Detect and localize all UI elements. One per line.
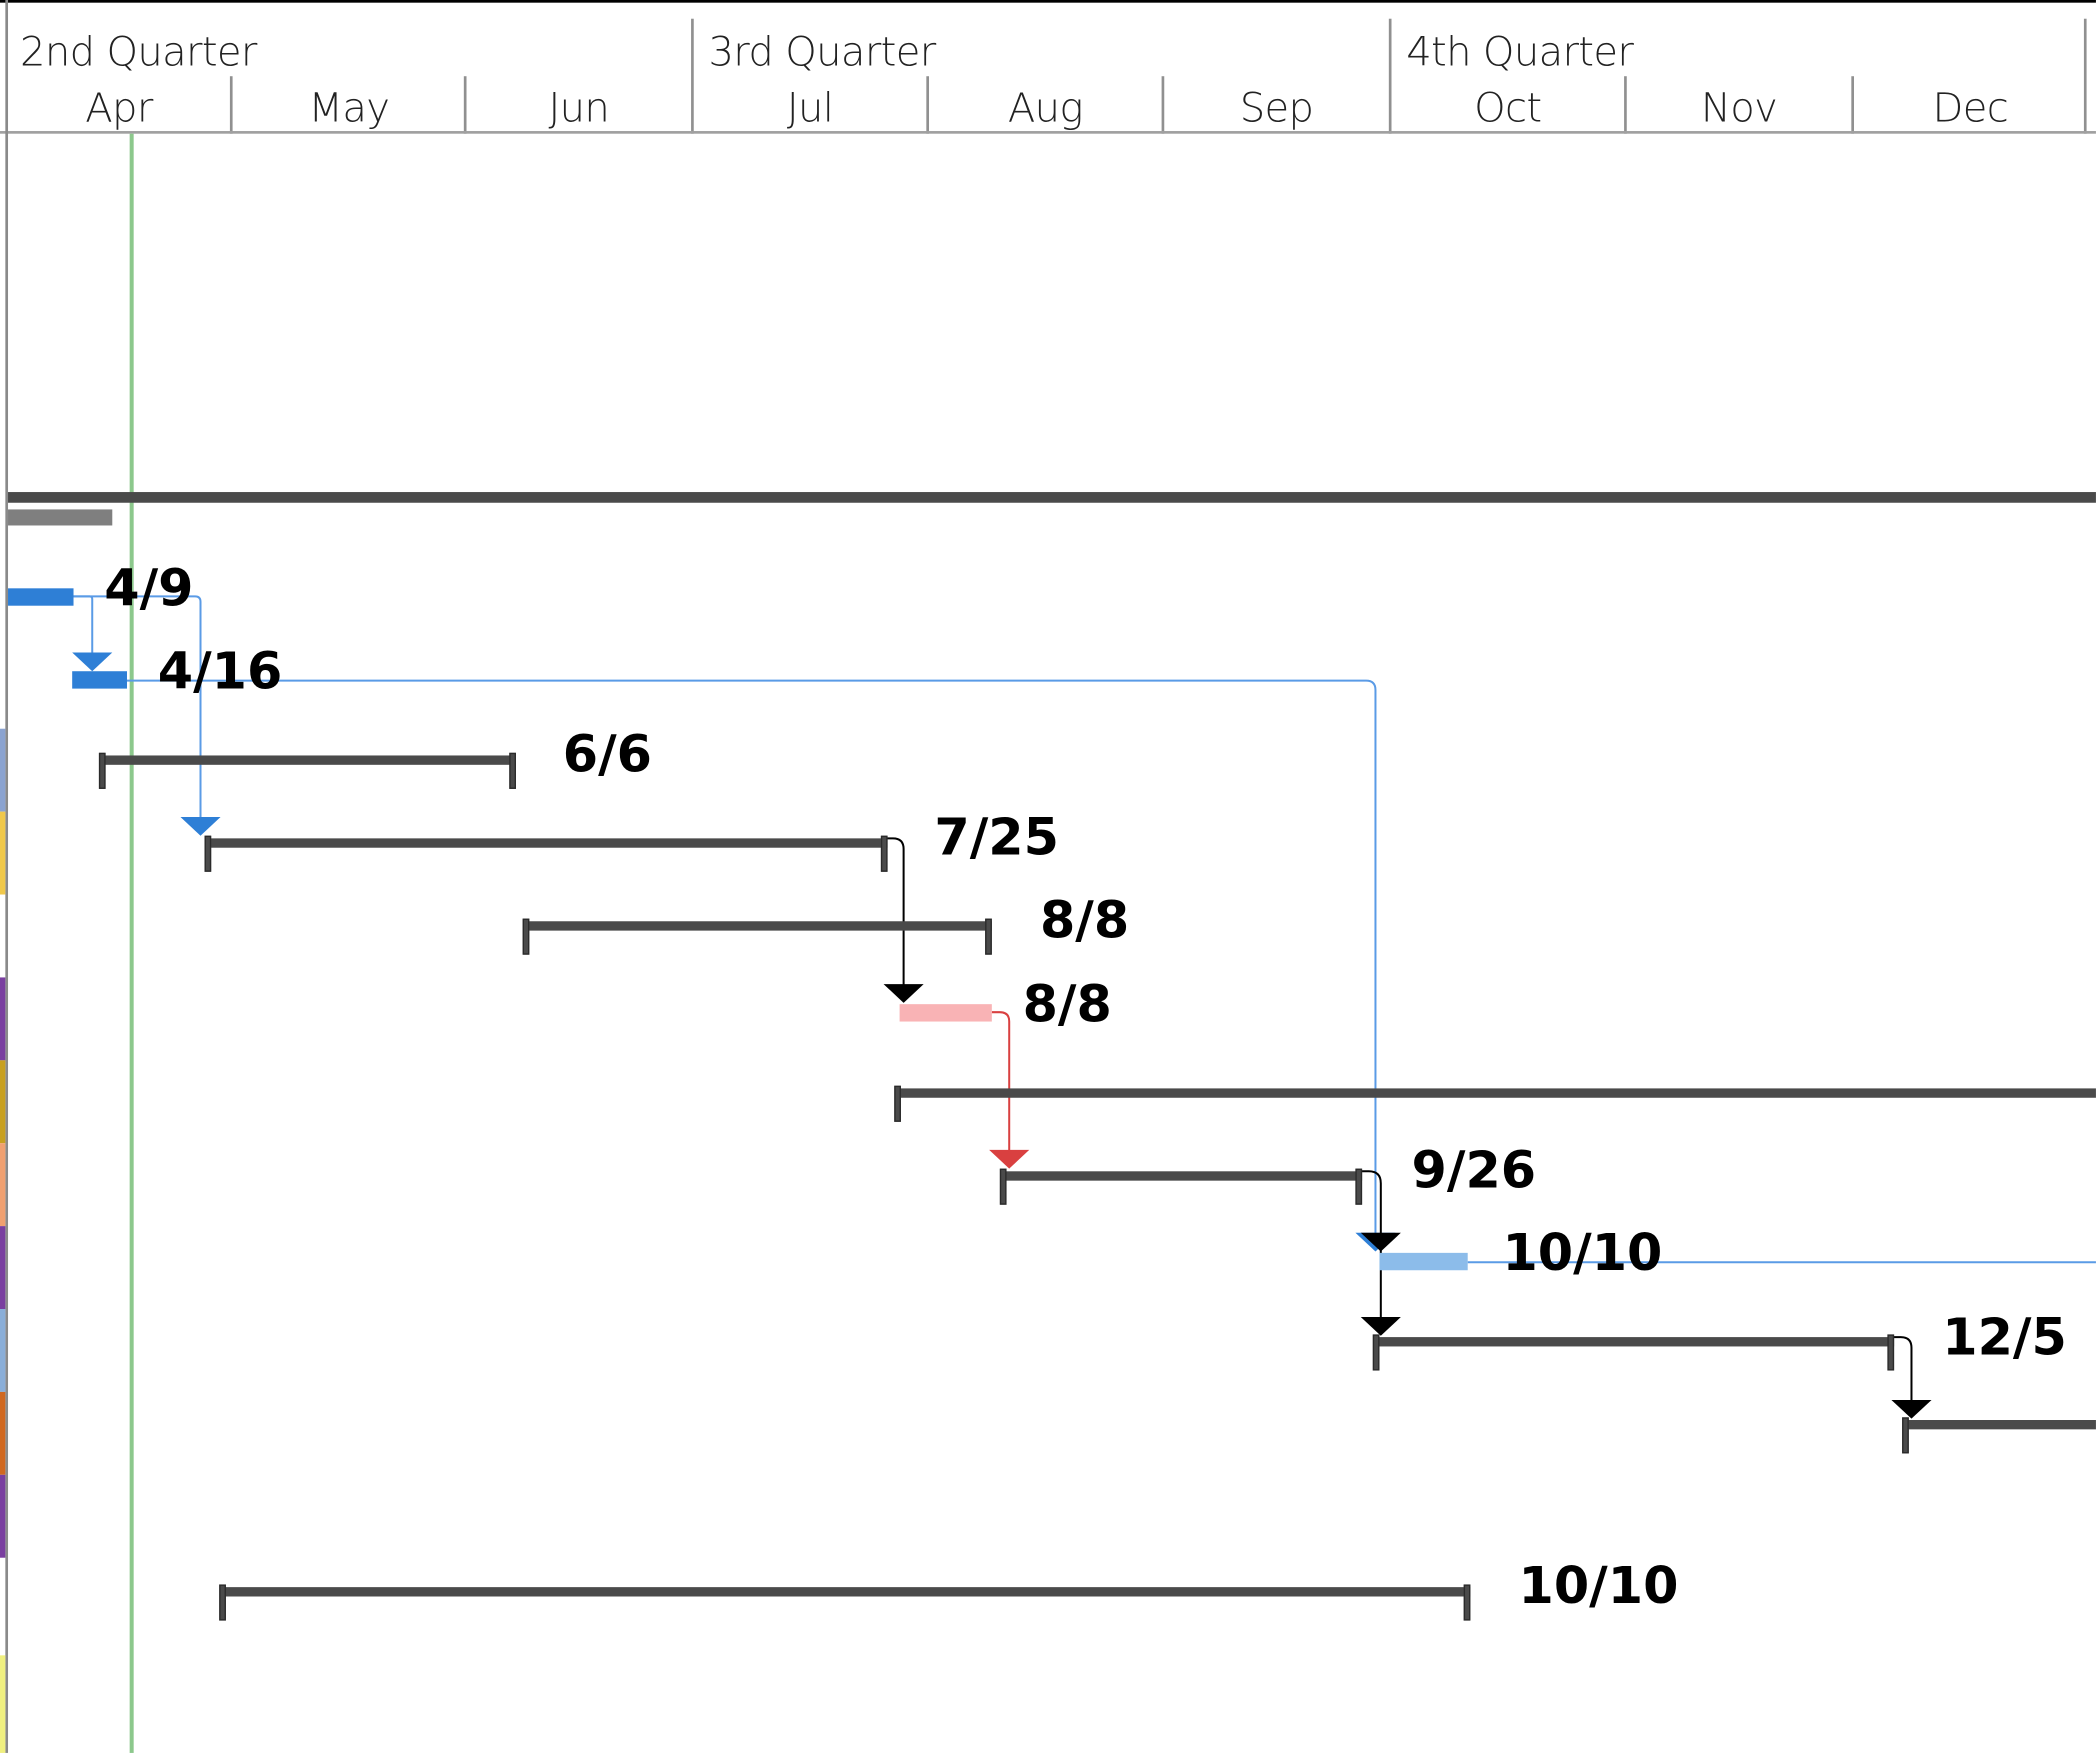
- dependency-link[interactable]: [73, 595, 94, 661]
- progress-bar[interactable]: [8, 509, 113, 526]
- critical-task-bar[interactable]: [899, 1004, 992, 1022]
- row-color-strip: [0, 1391, 6, 1475]
- dependency-link[interactable]: [884, 837, 905, 993]
- summary-start-cap: [894, 1085, 901, 1122]
- header-top-border: [0, 0, 2096, 3]
- row-color-strip: [0, 811, 6, 895]
- month-label-nov: Nov: [1700, 85, 1778, 133]
- dependency-link[interactable]: [1359, 1170, 1382, 1327]
- month-label-apr: Apr: [85, 85, 153, 133]
- dependency-link[interactable]: [126, 679, 1377, 1247]
- month-label-aug: Aug: [1007, 85, 1084, 133]
- month-label-oct: Oct: [1474, 85, 1542, 133]
- month-divider: [1161, 76, 1165, 134]
- finish-date-label: 10/10: [1502, 1223, 1663, 1283]
- summary-start-cap: [98, 752, 106, 789]
- summary-bar[interactable]: [220, 1587, 1471, 1597]
- summary-bar[interactable]: [1001, 1171, 1363, 1181]
- current-date-line: [129, 133, 134, 1753]
- month-label-jul: Jul: [786, 85, 834, 133]
- finish-date-label: 8/8: [1022, 974, 1112, 1034]
- task-bar[interactable]: [72, 671, 127, 689]
- summary-bar[interactable]: [1374, 1337, 1895, 1347]
- month-label-jun: Jun: [548, 85, 610, 133]
- summary-bar[interactable]: [205, 838, 888, 848]
- summary-end-cap: [1355, 1168, 1363, 1205]
- quarter-label-q2: 2nd Quarter: [20, 29, 257, 77]
- dependency-link[interactable]: [73, 595, 202, 827]
- finish-date-label: 10/10: [1518, 1556, 1679, 1616]
- finish-date-label: 12/5: [1942, 1307, 2067, 1367]
- summary-start-cap: [219, 1584, 226, 1621]
- arrowhead-icon: [989, 1149, 1030, 1169]
- task-bar[interactable]: [8, 588, 74, 606]
- arrowhead-icon: [1360, 1232, 1401, 1252]
- quarter-divider: [1388, 18, 1392, 134]
- task-bar[interactable]: [1379, 1252, 1468, 1271]
- month-label-may: May: [308, 85, 390, 133]
- arrowhead-icon: [1891, 1399, 1932, 1419]
- row-color-strip: [0, 1655, 6, 1753]
- arrowhead-icon: [180, 816, 221, 836]
- summary-end-cap: [1463, 1584, 1471, 1621]
- arrowhead-icon: [883, 984, 924, 1003]
- summary-end-cap: [880, 835, 888, 872]
- summary-start-cap: [522, 918, 530, 955]
- finish-date-label: 6/6: [562, 724, 652, 784]
- quarter-label-q3: 3rd Quarter: [708, 29, 936, 77]
- timescale-header: 2nd Quarter 3rd Quarter 4th Quarter Apr …: [0, 0, 2096, 134]
- quarter-divider: [2083, 18, 2087, 134]
- arrowhead-icon: [72, 652, 113, 672]
- finish-date-label: 7/25: [934, 807, 1059, 867]
- left-border: [5, 0, 9, 1753]
- quarter-divider: [691, 18, 694, 134]
- finish-date-label: 9/26: [1411, 1140, 1537, 1200]
- month-divider: [463, 76, 467, 134]
- row-color-strip: [0, 1474, 6, 1558]
- row-color-strip: [0, 977, 6, 1061]
- summary-bar[interactable]: [523, 921, 992, 931]
- summary-start-cap: [1902, 1417, 1909, 1454]
- row-color-strip: [0, 1143, 6, 1227]
- summary-end-cap: [1887, 1334, 1895, 1371]
- summary-bar[interactable]: [100, 755, 515, 765]
- project-summary-bar[interactable]: [8, 492, 2096, 503]
- summary-start-cap: [1372, 1334, 1380, 1371]
- summary-start-cap: [999, 1168, 1007, 1205]
- summary-bar[interactable]: [1903, 1420, 2096, 1430]
- header-bottom-border: [0, 131, 2096, 134]
- finish-date-label: 4/16: [157, 641, 283, 701]
- month-label-dec: Dec: [1932, 85, 2009, 133]
- month-divider: [1851, 76, 1855, 134]
- month-divider: [926, 76, 930, 134]
- month-divider: [1624, 76, 1627, 134]
- month-label-sep: Sep: [1239, 85, 1314, 133]
- dependency-link[interactable]: [1890, 1336, 1913, 1410]
- row-color-strip: [0, 728, 6, 812]
- quarter-label-q4: 4th Quarter: [1406, 29, 1634, 77]
- finish-date-label: 8/8: [1039, 890, 1130, 950]
- summary-end-cap: [509, 752, 516, 789]
- summary-end-cap: [985, 918, 992, 955]
- arrowhead-icon: [1360, 1317, 1401, 1336]
- row-color-strip: [0, 1060, 6, 1144]
- dependency-link[interactable]: [991, 1011, 1011, 1158]
- summary-bar[interactable]: [895, 1088, 2096, 1098]
- row-color-strip: [0, 1226, 6, 1310]
- summary-start-cap: [204, 835, 212, 872]
- finish-date-label: 4/9: [104, 558, 194, 618]
- row-color-strip: [0, 1309, 6, 1392]
- month-divider: [229, 76, 233, 134]
